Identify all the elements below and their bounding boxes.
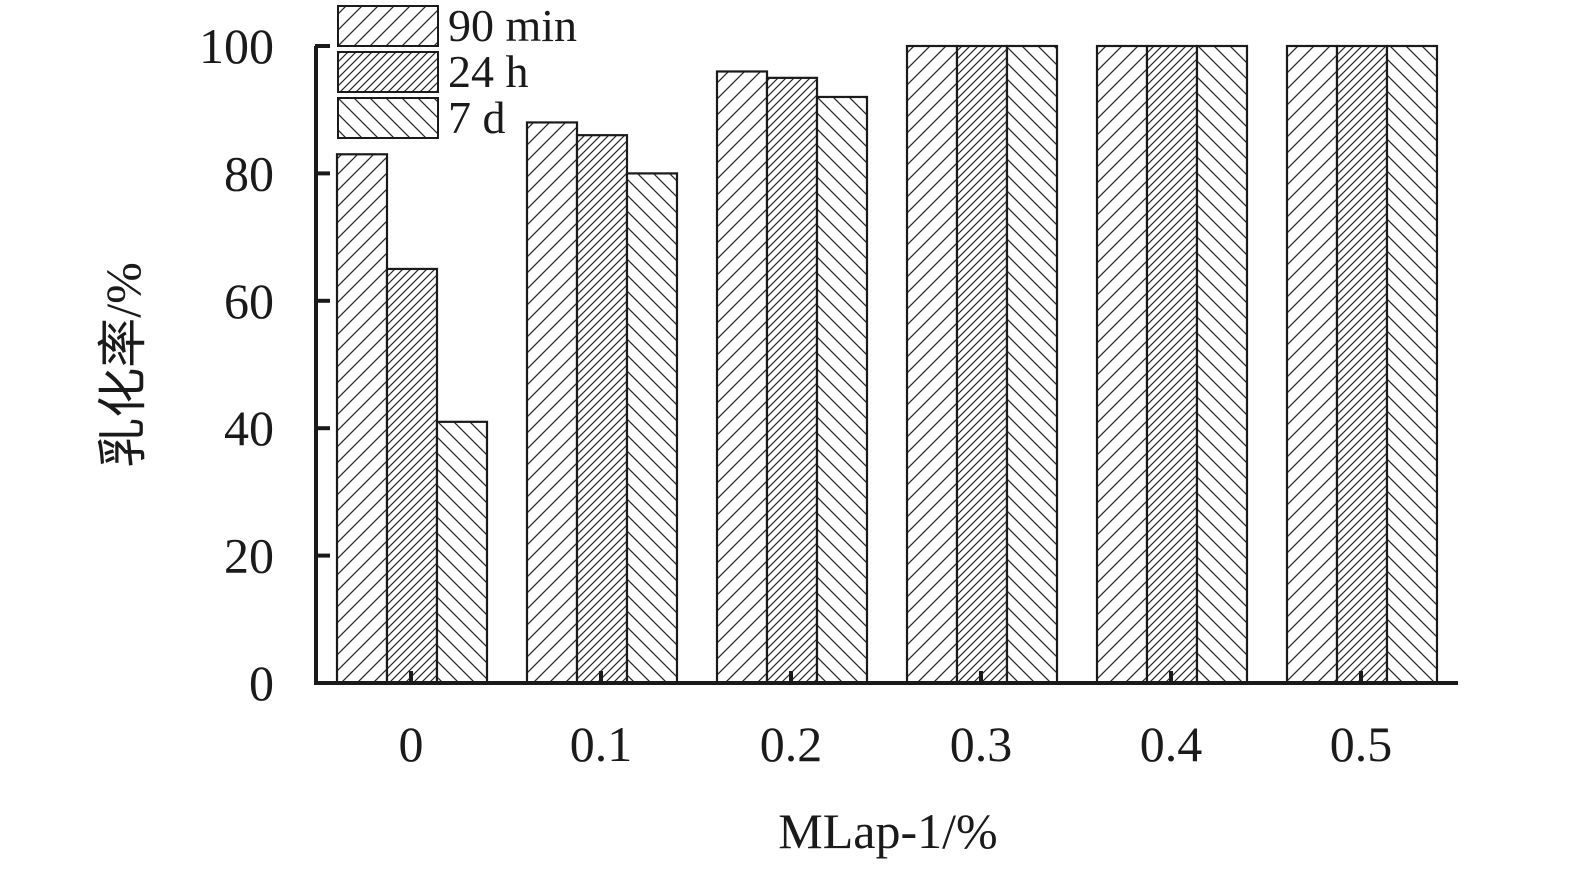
y-tick-label: 100 <box>199 18 274 74</box>
y-tick-label: 20 <box>224 528 274 584</box>
legend-swatch-7-d <box>337 97 439 139</box>
x-tick-label: 0.4 <box>1140 716 1203 772</box>
y-tick-label: 60 <box>224 273 274 329</box>
bar-90-min-0.3 <box>905 44 959 685</box>
bar-90-min-0 <box>335 153 389 685</box>
y-tick-label: 40 <box>224 400 274 456</box>
bar-7-d-0.2 <box>815 95 869 685</box>
legend-swatch-24-h <box>337 51 439 93</box>
y-tick-label: 80 <box>224 145 274 201</box>
bar-24-h-0.5 <box>1335 44 1389 685</box>
legend-label: 7 d <box>448 92 506 143</box>
bar-7-d-0 <box>435 420 489 685</box>
bar-24-h-0 <box>385 267 439 685</box>
bar-24-h-0.3 <box>955 44 1009 685</box>
bar-90-min-0.1 <box>525 121 579 685</box>
legend-label: 90 min <box>448 0 577 51</box>
y-axis-title: 乳化率/% <box>95 262 151 468</box>
bar-7-d-0.5 <box>1385 44 1439 685</box>
bar-7-d-0.1 <box>625 172 679 685</box>
bars-layer <box>335 44 1439 685</box>
bar-7-d-0.3 <box>1005 44 1059 685</box>
x-tick-label: 0.5 <box>1330 716 1393 772</box>
x-tick-label: 0.3 <box>950 716 1013 772</box>
bar-90-min-0.4 <box>1095 44 1149 685</box>
x-axis-title: MLap-1/% <box>778 803 997 859</box>
axes-layer <box>314 46 1458 685</box>
x-tick-label: 0 <box>399 716 424 772</box>
legend-swatch-90-min <box>337 5 439 47</box>
ticks-layer: 0 20 40 60 80 100 0 0.1 0.2 0.3 0.4 0.5 <box>199 18 1392 772</box>
bar-24-h-0.2 <box>765 76 819 685</box>
bar-24-h-0.1 <box>575 134 629 685</box>
x-tick-label: 0.1 <box>570 716 633 772</box>
bar-90-min-0.5 <box>1285 44 1339 685</box>
x-tick-label: 0.2 <box>760 716 823 772</box>
legend-label: 24 h <box>448 46 529 97</box>
bar-7-d-0.4 <box>1195 44 1249 685</box>
y-tick-label: 0 <box>249 655 274 711</box>
bar-90-min-0.2 <box>715 70 769 685</box>
bar-24-h-0.4 <box>1145 44 1199 685</box>
